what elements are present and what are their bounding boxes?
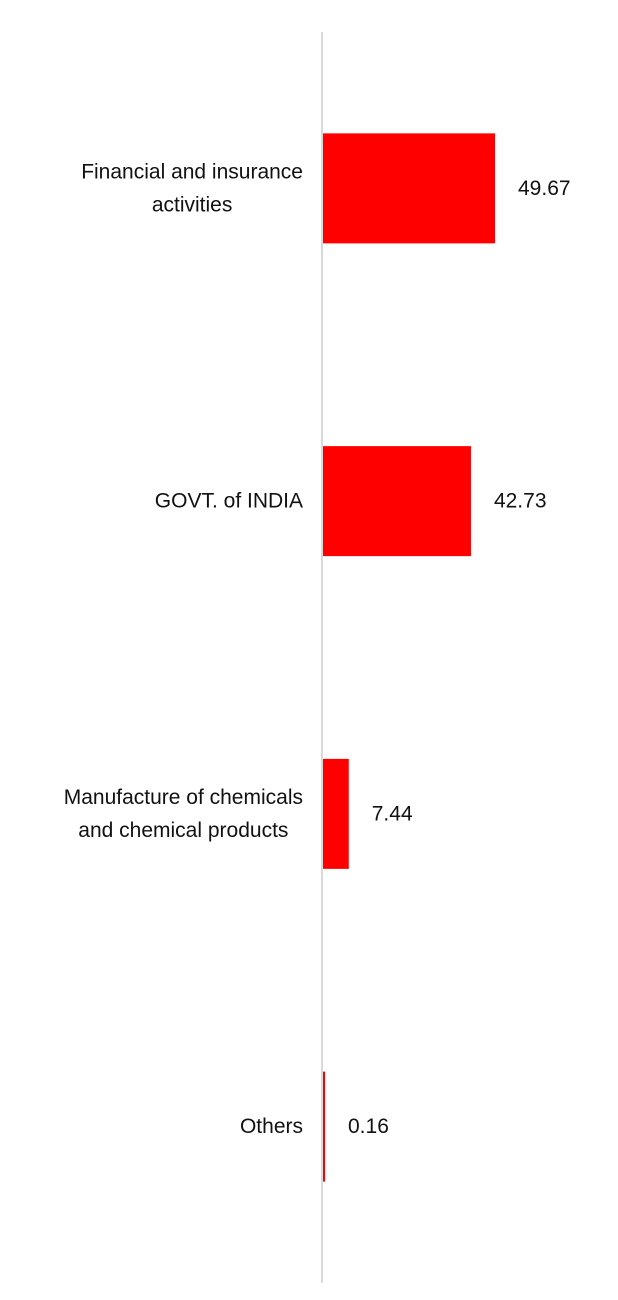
- bar: [323, 758, 349, 869]
- category-tick-label: Manufacture of chemicals: [64, 786, 303, 809]
- bar: [323, 133, 495, 244]
- category-tick-label: GOVT. of INDIA: [155, 490, 303, 513]
- bar: [323, 446, 471, 557]
- bar: [323, 1071, 325, 1182]
- category-tick-label: activities: [152, 193, 233, 216]
- data-label: 42.73: [494, 490, 547, 513]
- category-tick-label: Others: [240, 1115, 303, 1138]
- data-label: 7.44: [372, 802, 413, 825]
- bar-group: 49.67 Financial and insurance activities 42…: [64, 133, 571, 1182]
- category-tick-label: and chemical products: [78, 819, 288, 842]
- category-tick-label: Financial and insurance: [81, 160, 303, 183]
- data-label: 49.67: [518, 177, 571, 200]
- data-label: 0.16: [348, 1115, 389, 1138]
